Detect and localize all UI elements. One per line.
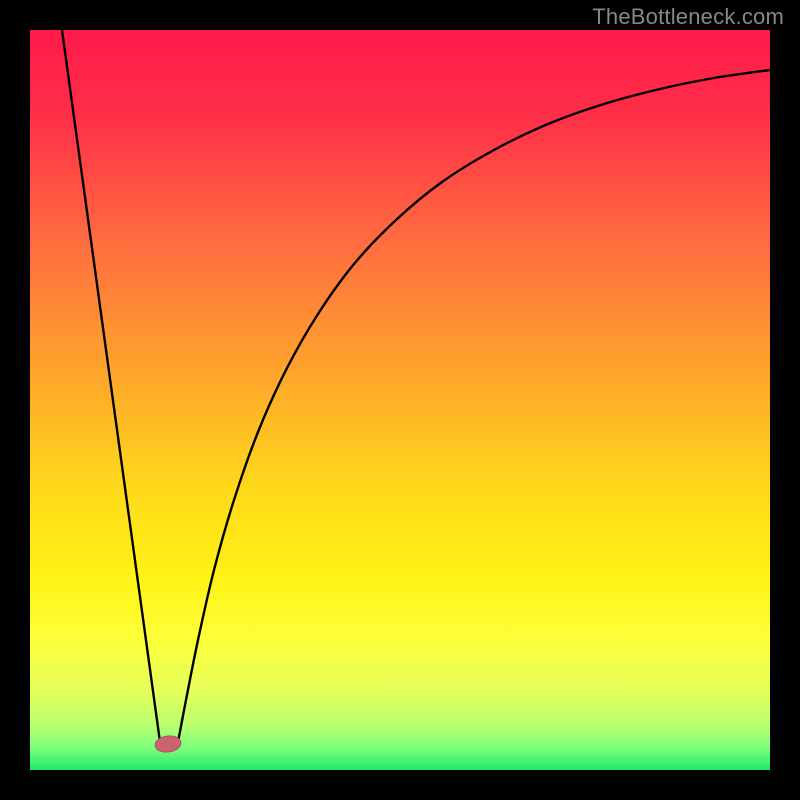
plot-area [30,30,770,770]
chart-container: TheBottleneck.com [0,0,800,800]
watermark-text: TheBottleneck.com [592,4,784,30]
bottleneck-curve-chart [0,0,800,800]
